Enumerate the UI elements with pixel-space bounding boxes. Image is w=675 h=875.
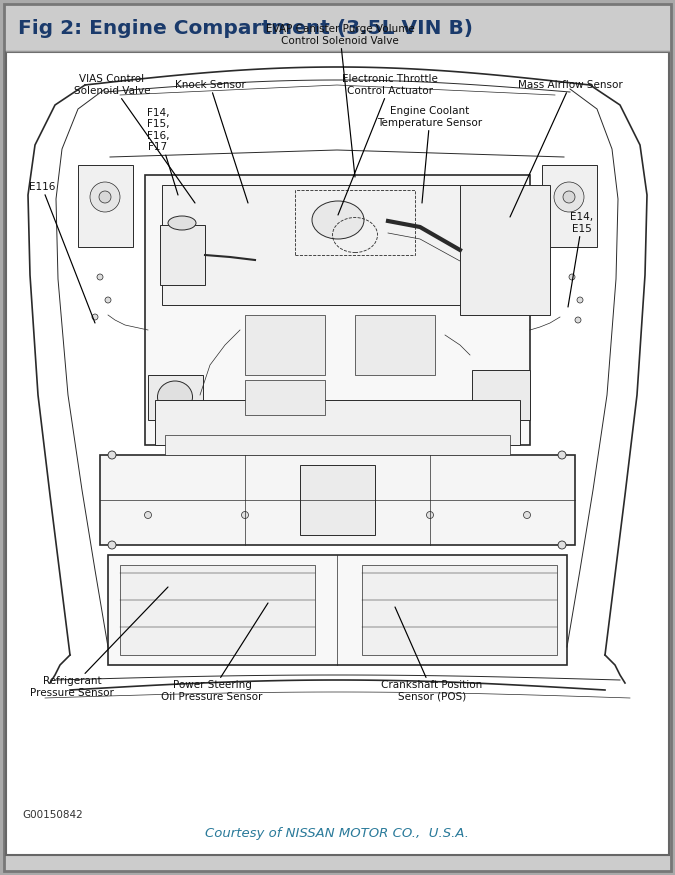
Ellipse shape <box>427 512 433 519</box>
Ellipse shape <box>108 451 116 459</box>
Ellipse shape <box>577 297 583 303</box>
Ellipse shape <box>168 216 196 230</box>
FancyBboxPatch shape <box>300 465 375 535</box>
Text: G00150842: G00150842 <box>22 810 83 820</box>
Text: Engine Coolant
Temperature Sensor: Engine Coolant Temperature Sensor <box>377 106 483 203</box>
Ellipse shape <box>554 182 584 212</box>
Ellipse shape <box>99 191 111 203</box>
Ellipse shape <box>97 274 103 280</box>
FancyBboxPatch shape <box>100 455 575 545</box>
Text: Power Steering
Oil Pressure Sensor: Power Steering Oil Pressure Sensor <box>161 603 268 702</box>
FancyBboxPatch shape <box>6 52 669 855</box>
Ellipse shape <box>108 541 116 549</box>
FancyBboxPatch shape <box>6 9 669 49</box>
FancyBboxPatch shape <box>145 175 530 445</box>
Ellipse shape <box>575 317 581 323</box>
FancyBboxPatch shape <box>362 565 557 655</box>
Ellipse shape <box>563 191 575 203</box>
Text: Electronic Throttle
Control Actuator: Electronic Throttle Control Actuator <box>338 74 438 215</box>
Text: Crankshaft Position
Sensor (POS): Crankshaft Position Sensor (POS) <box>381 607 483 702</box>
Ellipse shape <box>569 274 575 280</box>
FancyBboxPatch shape <box>160 225 205 285</box>
Ellipse shape <box>144 512 151 519</box>
Text: E116: E116 <box>29 182 95 323</box>
Text: VIAS Control
Solenoid Valve: VIAS Control Solenoid Valve <box>74 74 195 203</box>
FancyBboxPatch shape <box>162 185 512 305</box>
FancyBboxPatch shape <box>542 165 597 247</box>
Text: F14,
F15,
F16,
F17: F14, F15, F16, F17 <box>146 108 178 195</box>
Text: Courtesy of NISSAN MOTOR CO.,  U.S.A.: Courtesy of NISSAN MOTOR CO., U.S.A. <box>205 827 469 839</box>
Ellipse shape <box>242 512 248 519</box>
Text: E14,
E15: E14, E15 <box>568 213 593 307</box>
FancyBboxPatch shape <box>120 565 315 655</box>
FancyBboxPatch shape <box>108 555 567 665</box>
Text: Mass Airflow Sensor: Mass Airflow Sensor <box>510 80 622 217</box>
FancyBboxPatch shape <box>4 4 671 871</box>
FancyBboxPatch shape <box>472 370 530 420</box>
Ellipse shape <box>558 541 566 549</box>
Ellipse shape <box>92 314 98 320</box>
Text: Fig 2: Engine Compartment (3.5L VIN B): Fig 2: Engine Compartment (3.5L VIN B) <box>18 19 473 38</box>
Ellipse shape <box>312 201 364 239</box>
FancyBboxPatch shape <box>355 315 435 375</box>
FancyBboxPatch shape <box>165 435 510 455</box>
Text: Knock Sensor: Knock Sensor <box>175 80 248 203</box>
Text: Refrigerant
Pressure Sensor: Refrigerant Pressure Sensor <box>30 587 168 697</box>
Ellipse shape <box>105 297 111 303</box>
FancyBboxPatch shape <box>245 380 325 415</box>
FancyBboxPatch shape <box>78 165 133 247</box>
Ellipse shape <box>524 512 531 519</box>
Text: EVAP Canister Purge Volume
Control Solenoid Valve: EVAP Canister Purge Volume Control Solen… <box>266 24 414 177</box>
Ellipse shape <box>558 451 566 459</box>
Ellipse shape <box>157 381 192 413</box>
FancyBboxPatch shape <box>460 185 550 315</box>
Ellipse shape <box>90 182 120 212</box>
FancyBboxPatch shape <box>148 375 203 420</box>
FancyBboxPatch shape <box>155 400 520 445</box>
FancyBboxPatch shape <box>245 315 325 375</box>
